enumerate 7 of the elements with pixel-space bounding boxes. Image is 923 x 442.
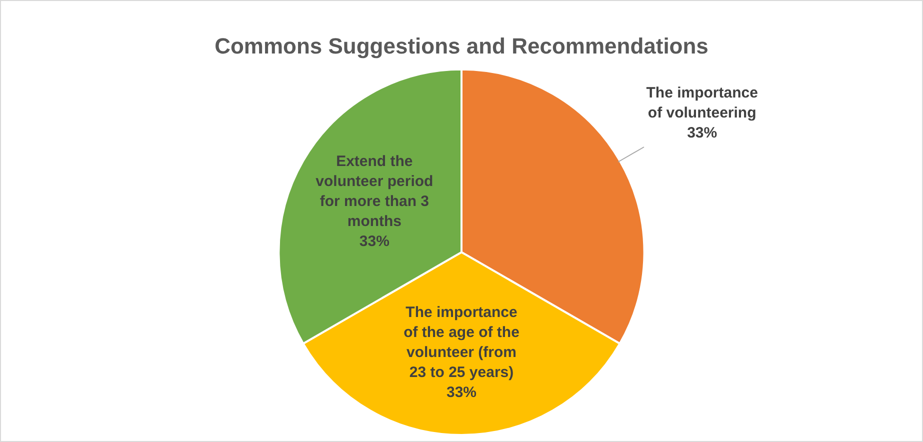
data-label: 33% <box>687 124 718 142</box>
chart-title: Commons Suggestions and Recommendations <box>214 33 708 58</box>
slice-label: The importance of volunteering <box>646 84 758 122</box>
data-label: 33% <box>359 233 390 250</box>
slice-label: The importance of the age of the volunteer (from 23 to 25 years) <box>404 304 520 381</box>
data-label: 33% <box>446 384 477 401</box>
slice-label: Extend the volunteer period for more than 3 months <box>316 153 434 230</box>
